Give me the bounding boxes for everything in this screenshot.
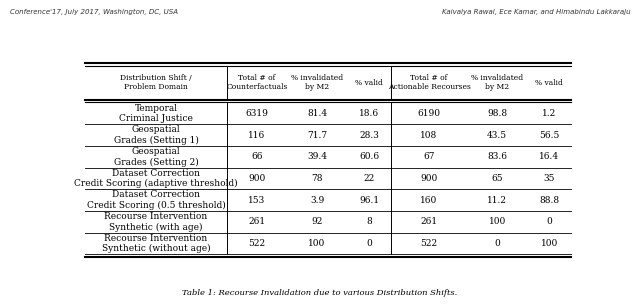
Text: 98.8: 98.8 <box>487 109 508 118</box>
Text: 100: 100 <box>308 239 326 248</box>
Text: 1.2: 1.2 <box>542 109 556 118</box>
Text: 56.5: 56.5 <box>539 131 559 140</box>
Text: 65: 65 <box>492 174 503 183</box>
Text: 0: 0 <box>366 239 372 248</box>
Text: % valid: % valid <box>355 79 383 87</box>
Text: 522: 522 <box>248 239 266 248</box>
Text: Distribution Shift /
Problem Domain: Distribution Shift / Problem Domain <box>120 74 192 91</box>
Text: Recourse Intervention
Synthetic (with age): Recourse Intervention Synthetic (with ag… <box>104 212 207 232</box>
Text: Geospatial
Grades (Setting 1): Geospatial Grades (Setting 1) <box>113 125 198 145</box>
Text: 16.4: 16.4 <box>539 152 559 161</box>
Text: 261: 261 <box>420 217 438 226</box>
Text: 71.7: 71.7 <box>307 131 327 140</box>
Text: 153: 153 <box>248 196 266 205</box>
Text: 522: 522 <box>420 239 438 248</box>
Text: Geospatial
Grades (Setting 2): Geospatial Grades (Setting 2) <box>113 147 198 166</box>
Text: % valid: % valid <box>535 79 563 87</box>
Text: 8: 8 <box>366 217 372 226</box>
Text: 6319: 6319 <box>246 109 268 118</box>
Text: 261: 261 <box>248 217 266 226</box>
Text: 900: 900 <box>248 174 266 183</box>
Text: 39.4: 39.4 <box>307 152 327 161</box>
Text: Kaivalya Rawal, Ece Kamar, and Himabindu Lakkaraju: Kaivalya Rawal, Ece Kamar, and Himabindu… <box>442 9 630 15</box>
Text: 0: 0 <box>495 239 500 248</box>
Text: 66: 66 <box>252 152 263 161</box>
Text: 35: 35 <box>543 174 555 183</box>
Text: 81.4: 81.4 <box>307 109 327 118</box>
Text: 0: 0 <box>547 217 552 226</box>
Text: 92: 92 <box>312 217 323 226</box>
Text: % invalidated
by M2: % invalidated by M2 <box>471 74 524 91</box>
Text: Table 1: Recourse Invalidation due to various Distribution Shifts.: Table 1: Recourse Invalidation due to va… <box>182 289 458 297</box>
Text: 11.2: 11.2 <box>487 196 508 205</box>
Text: Dataset Correction
Credit Scoring (0.5 threshold): Dataset Correction Credit Scoring (0.5 t… <box>86 190 225 210</box>
Text: Temporal
Criminal Justice: Temporal Criminal Justice <box>119 104 193 123</box>
Text: 43.5: 43.5 <box>487 131 508 140</box>
Text: 28.3: 28.3 <box>359 131 379 140</box>
Text: Dataset Correction
Credit Scoring (adaptive threshold): Dataset Correction Credit Scoring (adapt… <box>74 169 238 188</box>
Text: Conference'17, July 2017, Washington, DC, USA: Conference'17, July 2017, Washington, DC… <box>10 9 178 15</box>
Text: Total # of
Actionable Recourses: Total # of Actionable Recourses <box>388 74 470 91</box>
Text: 96.1: 96.1 <box>359 196 379 205</box>
Text: 160: 160 <box>420 196 438 205</box>
Text: 18.6: 18.6 <box>359 109 379 118</box>
Text: 78: 78 <box>311 174 323 183</box>
Text: 100: 100 <box>489 217 506 226</box>
Text: 88.8: 88.8 <box>539 196 559 205</box>
Text: 900: 900 <box>420 174 438 183</box>
Text: 22: 22 <box>364 174 374 183</box>
Text: 3.9: 3.9 <box>310 196 324 205</box>
Text: 108: 108 <box>420 131 438 140</box>
Text: 6190: 6190 <box>417 109 440 118</box>
Text: 60.6: 60.6 <box>359 152 379 161</box>
Text: % invalidated
by M2: % invalidated by M2 <box>291 74 343 91</box>
Text: 83.6: 83.6 <box>487 152 508 161</box>
Text: Recourse Intervention
Synthetic (without age): Recourse Intervention Synthetic (without… <box>102 234 211 253</box>
Text: 67: 67 <box>423 152 435 161</box>
Text: 100: 100 <box>541 239 558 248</box>
Text: 116: 116 <box>248 131 266 140</box>
Text: Total # of
Counterfactuals: Total # of Counterfactuals <box>227 74 288 91</box>
